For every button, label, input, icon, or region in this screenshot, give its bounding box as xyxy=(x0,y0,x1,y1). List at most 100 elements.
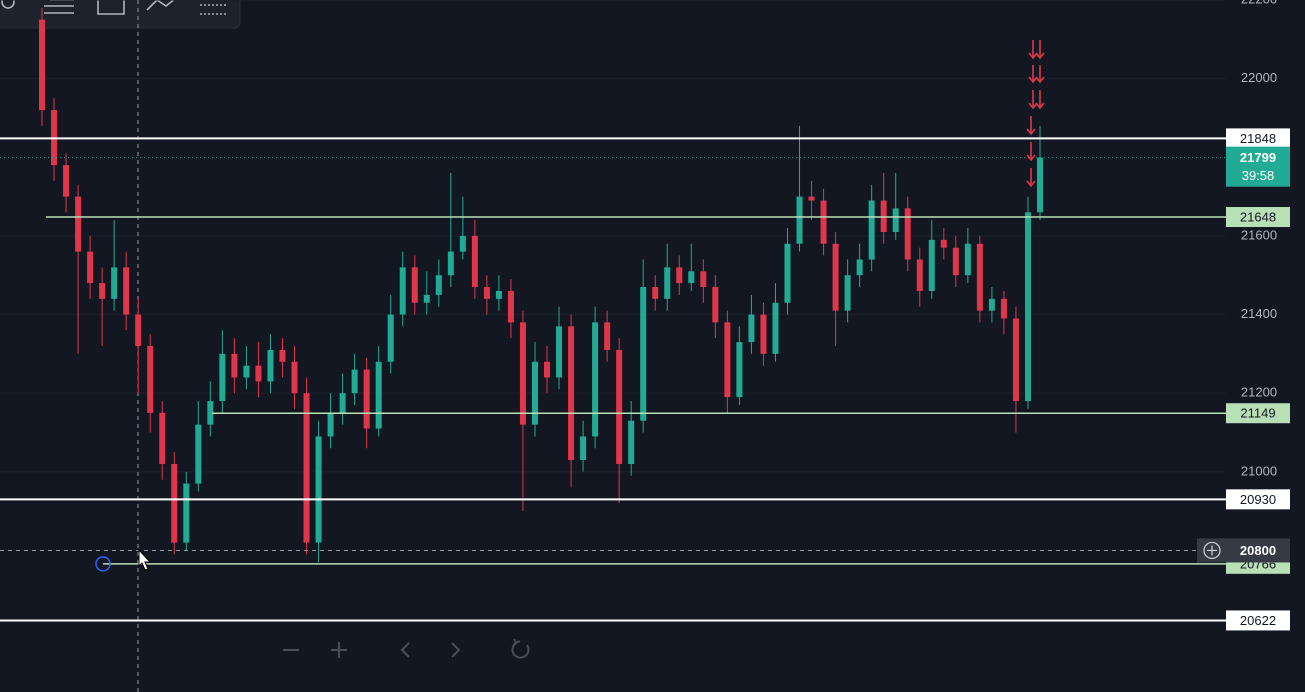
candle-body xyxy=(195,424,202,484)
candle-body xyxy=(688,271,695,284)
last-price-label: 21799 xyxy=(1240,150,1276,165)
candle-body xyxy=(1037,157,1043,213)
level-label-box xyxy=(1226,403,1290,424)
candle-body xyxy=(99,283,106,299)
scroll-right-button[interactable] xyxy=(451,642,461,658)
mouse-cursor xyxy=(138,548,152,571)
candle-body xyxy=(952,247,959,276)
candle-body xyxy=(483,287,490,299)
candle-body xyxy=(820,200,827,244)
candle-body xyxy=(592,322,599,437)
candle-body xyxy=(219,353,226,402)
level-label: 21149 xyxy=(1240,406,1275,421)
candle-body xyxy=(231,353,238,378)
crosshair-label: 20800 xyxy=(1240,543,1276,558)
candle-body xyxy=(556,326,563,378)
candle-body xyxy=(447,251,454,276)
candle-body xyxy=(75,196,82,252)
candle-body xyxy=(435,275,442,295)
candle-body xyxy=(640,287,647,421)
candle-body xyxy=(123,267,130,315)
crosshair-label-box xyxy=(1226,538,1290,563)
candle-body xyxy=(471,235,478,288)
candle-body xyxy=(363,369,370,429)
candle-body xyxy=(135,314,142,346)
candle-body xyxy=(844,275,851,311)
candle-body xyxy=(568,326,575,461)
tool-icon[interactable] xyxy=(200,4,228,15)
candle-body xyxy=(327,412,334,437)
candle-body xyxy=(832,243,839,311)
candle-body xyxy=(459,235,466,252)
candle-body xyxy=(928,239,935,291)
candle-body xyxy=(255,365,262,382)
candle-body xyxy=(387,314,394,362)
candle-body xyxy=(772,302,779,354)
reset-button[interactable] xyxy=(511,638,530,659)
candle-body xyxy=(291,361,298,394)
candle-body xyxy=(171,463,178,543)
level-label-box xyxy=(1226,610,1290,631)
crosshair-plus-icon[interactable] xyxy=(1203,541,1221,560)
y-tick-label: 21000 xyxy=(1241,463,1277,478)
candle-body xyxy=(1000,298,1007,319)
candle-body xyxy=(183,483,190,543)
countdown-label: 39:58 xyxy=(1242,168,1275,183)
y-tick-label: 22200 xyxy=(1241,0,1277,6)
candle-body xyxy=(399,267,406,315)
price-axis xyxy=(1226,0,1305,692)
candle-body xyxy=(616,349,623,464)
scroll-left-button[interactable] xyxy=(400,642,410,658)
candle-body xyxy=(868,200,875,260)
candle-body xyxy=(940,239,947,248)
candle-body xyxy=(279,349,286,362)
anchor-handle xyxy=(95,556,111,572)
level-label: 21648 xyxy=(1240,209,1276,224)
candle-body xyxy=(243,365,250,378)
candle-body xyxy=(580,436,587,461)
candle-body xyxy=(856,259,863,276)
candle-body xyxy=(676,267,683,284)
candle-body xyxy=(1012,318,1019,402)
y-tick-label: 21200 xyxy=(1241,385,1277,400)
candle-body xyxy=(519,322,526,425)
candle-body xyxy=(964,243,971,276)
level-label-box xyxy=(1226,207,1290,228)
candle-body xyxy=(147,346,154,413)
candle-body xyxy=(63,165,70,197)
candle-body xyxy=(796,196,803,244)
sell-arrows xyxy=(1026,40,1045,188)
candle-body xyxy=(351,369,358,394)
level-label: 20622 xyxy=(1240,613,1276,628)
candle-body xyxy=(976,243,983,311)
drawing-toolbar xyxy=(0,0,241,29)
candle-body xyxy=(159,412,166,464)
candle-body xyxy=(507,290,514,323)
candle-body xyxy=(495,290,502,299)
zoom-in-button[interactable] xyxy=(331,642,347,658)
candle-body xyxy=(411,267,418,303)
candle-body xyxy=(87,251,94,284)
tool-icon[interactable] xyxy=(146,0,176,11)
candle-body xyxy=(267,349,274,382)
candle-body xyxy=(760,314,767,354)
crosshair-plus-sign xyxy=(1207,545,1217,556)
tool-icon[interactable] xyxy=(1,0,15,9)
candle-body xyxy=(604,322,611,350)
candle-body xyxy=(39,19,45,111)
candle-body xyxy=(1024,212,1031,402)
candle-body xyxy=(736,342,743,398)
tool-icon[interactable] xyxy=(44,0,74,14)
candle-body xyxy=(724,322,731,398)
candle-body xyxy=(988,298,995,311)
candle-body xyxy=(339,393,346,413)
candle-body xyxy=(664,267,671,299)
y-tick-label: 21600 xyxy=(1241,227,1277,242)
candle-body xyxy=(892,208,899,232)
y-tick-label: 21400 xyxy=(1241,306,1277,321)
tool-icon[interactable] xyxy=(97,0,125,15)
candle-body xyxy=(904,208,911,260)
